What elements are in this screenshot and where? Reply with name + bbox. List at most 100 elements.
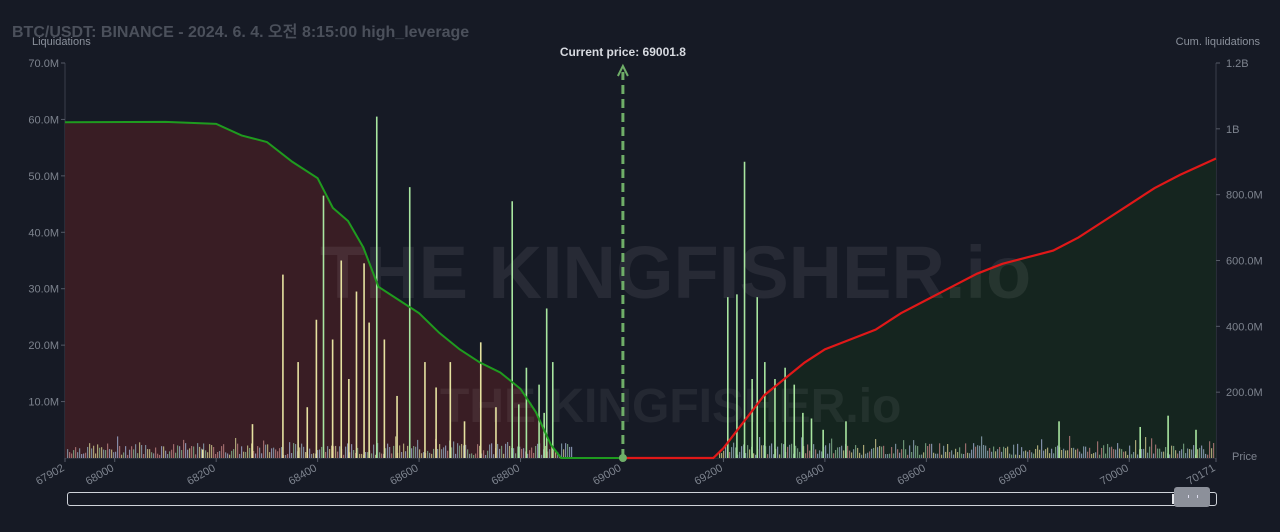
small-bar (1191, 449, 1193, 458)
small-bar (207, 452, 209, 458)
small-bar (145, 445, 147, 458)
small-bar (1129, 445, 1131, 458)
right-tick-label: 600.0M (1226, 256, 1263, 268)
small-bar (769, 445, 771, 458)
small-bar (859, 452, 861, 458)
small-bar (981, 436, 983, 458)
small-bar (235, 437, 237, 458)
small-bar (771, 443, 773, 458)
x-tick-label: 70171 (1185, 462, 1217, 488)
small-bar (1013, 444, 1015, 458)
small-bar (979, 445, 981, 458)
small-bar (331, 445, 333, 458)
small-bar (165, 450, 167, 458)
small-bar (393, 445, 395, 458)
small-bar (805, 453, 807, 458)
small-bar (519, 446, 521, 458)
current-price-dot (618, 454, 627, 462)
small-bar (253, 450, 255, 458)
bar (1195, 429, 1197, 458)
bar (793, 384, 796, 458)
small-bar (301, 443, 303, 458)
bar (743, 161, 746, 458)
bar (545, 308, 548, 458)
small-bar (359, 453, 361, 458)
small-bar (1161, 451, 1163, 458)
small-bar (729, 452, 731, 458)
small-bar (375, 454, 377, 458)
small-bar (149, 449, 151, 458)
small-bar (1095, 452, 1097, 458)
small-bar (125, 446, 127, 458)
small-bar (1085, 446, 1087, 458)
small-bar (921, 454, 923, 458)
small-bar (997, 449, 999, 458)
bar (845, 421, 847, 458)
small-bar (1019, 454, 1021, 458)
small-bar (975, 446, 977, 458)
small-bar (385, 448, 387, 458)
small-bar (279, 448, 281, 458)
small-bar (405, 451, 407, 458)
scrollbar-handle[interactable] (1174, 487, 1210, 507)
small-bar (849, 450, 851, 458)
small-bar (917, 446, 919, 458)
small-bar (839, 447, 841, 458)
small-bar (973, 443, 975, 458)
small-bar (73, 450, 75, 458)
small-bar (485, 454, 487, 458)
small-bar (1189, 449, 1191, 458)
small-bar (95, 453, 97, 458)
small-bar (193, 446, 195, 458)
small-bar (995, 451, 997, 458)
small-bar (563, 449, 565, 458)
small-bar (289, 442, 291, 458)
small-bar (555, 452, 557, 458)
small-bar (1205, 453, 1207, 458)
small-bar (795, 445, 797, 458)
small-bar (747, 445, 749, 458)
small-bar (901, 449, 903, 458)
small-bar (1015, 454, 1017, 458)
small-bar (379, 452, 381, 458)
small-bar (939, 443, 941, 458)
small-bar (423, 452, 425, 458)
small-bar (999, 446, 1001, 458)
small-bar (567, 444, 569, 458)
small-bar (357, 447, 359, 458)
small-bar (311, 453, 313, 458)
small-bar (545, 445, 547, 458)
small-bar (937, 453, 939, 458)
range-scrollbar[interactable] (67, 487, 1217, 507)
small-bar (245, 451, 247, 458)
bar (726, 297, 729, 458)
small-bar (835, 449, 837, 458)
small-bar (1067, 450, 1069, 458)
small-bar (855, 445, 857, 458)
small-bar (1111, 446, 1113, 458)
small-bar (167, 454, 169, 458)
small-bar (1043, 450, 1045, 458)
small-bar (735, 447, 737, 458)
small-bar (905, 449, 907, 458)
small-bar (227, 453, 229, 458)
small-bar (1125, 451, 1127, 458)
small-bar (867, 452, 869, 458)
small-bar (159, 454, 161, 458)
small-bar (133, 449, 135, 458)
small-bar (857, 447, 859, 458)
small-bar (71, 453, 73, 458)
small-bar (847, 445, 849, 458)
small-bar (957, 452, 959, 458)
small-bar (225, 452, 227, 458)
small-bar (497, 443, 499, 458)
small-bar (1201, 445, 1203, 458)
small-bar (869, 451, 871, 458)
small-bar (755, 454, 757, 458)
small-bar (183, 439, 185, 458)
small-bar (239, 453, 241, 458)
x-tick-label: 68600 (388, 462, 420, 488)
small-bar (889, 453, 891, 458)
small-bar (1001, 451, 1003, 458)
small-bar (1049, 453, 1051, 458)
